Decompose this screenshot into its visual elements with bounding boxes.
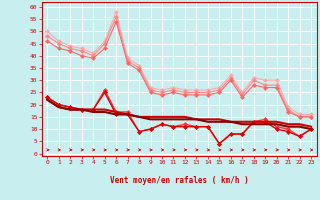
X-axis label: Vent moyen/en rafales ( km/h ): Vent moyen/en rafales ( km/h ) <box>110 176 249 185</box>
